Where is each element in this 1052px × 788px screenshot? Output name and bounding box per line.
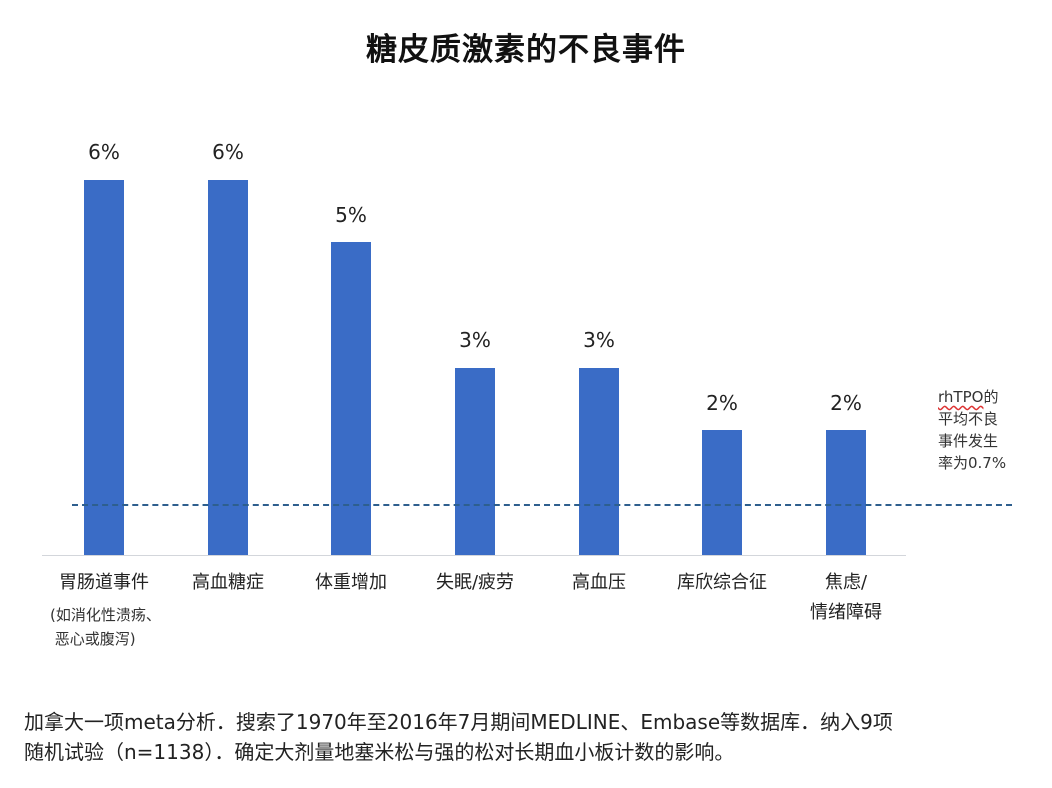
category-sublabel: (如消化性溃疡、 恶心或腹泻) bbox=[50, 606, 161, 648]
value-label: 3% bbox=[459, 328, 491, 352]
category-label: 情绪障碍 bbox=[810, 602, 882, 623]
value-label: 5% bbox=[335, 203, 367, 227]
category-label: 高血糖症 bbox=[192, 572, 264, 593]
category-label: 焦虑/ bbox=[824, 572, 868, 593]
value-label: 2% bbox=[706, 391, 738, 415]
category-label: 高血压 bbox=[572, 572, 626, 593]
bar-insomnia-fatigue bbox=[455, 368, 495, 555]
reference-line-annotation: rhTPO的 平均不良 事件发生 率为0.7% bbox=[938, 388, 1007, 472]
bar-gi-events bbox=[84, 180, 124, 555]
chart-title: 糖皮质激素的不良事件 bbox=[366, 32, 686, 68]
bar-cushing bbox=[702, 430, 742, 555]
category-label: 胃肠道事件 bbox=[59, 572, 149, 593]
bar-anxiety-mood bbox=[826, 430, 866, 555]
bar-hyperglycemia bbox=[208, 180, 248, 555]
reference-line-rhtpo bbox=[72, 504, 1012, 506]
footer-note: 加拿大一项meta分析．搜索了1970年至2016年7月期间MEDLINE、Em… bbox=[24, 707, 1044, 767]
value-label: 3% bbox=[583, 328, 615, 352]
footer-line-2: 随机试验（n=1138）．确定大剂量地塞米松与强的松对长期血小板计数的影响。 bbox=[24, 740, 735, 764]
category-label: 体重增加 bbox=[315, 572, 387, 593]
x-axis-line bbox=[42, 555, 906, 556]
footer-line-1: 加拿大一项meta分析．搜索了1970年至2016年7月期间MEDLINE、Em… bbox=[24, 710, 893, 734]
bar-chart: 6% 6% 5% 3% 3% 2% 2% 胃肠道事件 (如消化性溃疡、 恶心或腹… bbox=[42, 140, 1012, 648]
value-label: 2% bbox=[830, 391, 862, 415]
category-label: 失眠/疲劳 bbox=[435, 572, 515, 593]
value-label: 6% bbox=[88, 140, 120, 164]
bar-hypertension bbox=[579, 368, 619, 555]
bar-weight-gain bbox=[331, 242, 371, 555]
category-label: 库欣综合征 bbox=[677, 572, 767, 593]
annotation-rhtpo: rhTPO bbox=[938, 388, 984, 406]
value-label: 6% bbox=[212, 140, 244, 164]
